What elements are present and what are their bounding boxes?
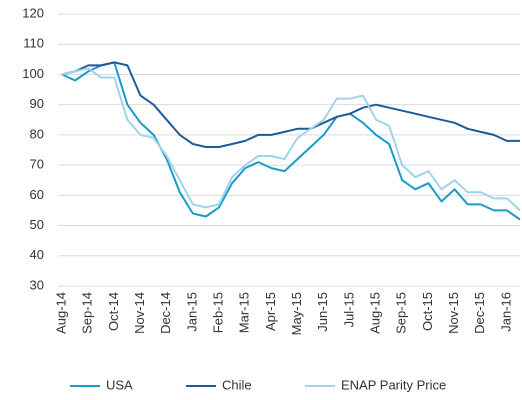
legend-label: USA bbox=[106, 377, 133, 392]
x-tick-label: Jan-16 bbox=[498, 292, 513, 332]
y-tick-label: 90 bbox=[30, 96, 44, 111]
y-tick-label: 120 bbox=[22, 5, 44, 20]
x-tick-label: Aug-14 bbox=[53, 292, 68, 334]
line-series bbox=[61, 67, 521, 212]
y-tick-label: 80 bbox=[30, 126, 44, 141]
x-tick-label: Jan-15 bbox=[184, 292, 199, 332]
y-tick-label: 50 bbox=[30, 217, 44, 232]
x-tick-label: Jul-15 bbox=[341, 292, 356, 327]
x-tick-label: Sep-14 bbox=[80, 292, 95, 334]
x-tick-label: Jun-15 bbox=[315, 292, 330, 332]
legend-label: Chile bbox=[222, 377, 252, 392]
x-tick-label: Feb-15 bbox=[210, 292, 225, 333]
x-tick-label: Sep-15 bbox=[394, 292, 409, 334]
x-tick-label: Nov-14 bbox=[132, 292, 147, 334]
x-tick-label: Nov-15 bbox=[446, 292, 461, 334]
x-tick-label: Oct-15 bbox=[420, 292, 435, 331]
x-tick-label: Oct-14 bbox=[106, 292, 121, 331]
x-tick-label: Apr-15 bbox=[263, 292, 278, 331]
y-tick-label: 70 bbox=[30, 157, 44, 172]
x-tick-label: May-15 bbox=[289, 292, 304, 335]
y-tick-label: 40 bbox=[30, 247, 44, 262]
line-series bbox=[61, 61, 520, 148]
legend-label: ENAP Parity Price bbox=[341, 377, 446, 392]
x-tick-label: Dec-14 bbox=[158, 292, 173, 334]
y-tick-label: 30 bbox=[30, 277, 44, 292]
x-tick-label: Dec-15 bbox=[472, 292, 487, 334]
y-tick-label: 100 bbox=[22, 66, 44, 81]
y-tick-label: 110 bbox=[23, 36, 44, 51]
y-tick-label: 60 bbox=[30, 187, 44, 202]
x-tick-label: Aug-15 bbox=[367, 292, 382, 334]
x-tick-label: Mar-15 bbox=[237, 292, 252, 333]
line-series bbox=[61, 61, 521, 221]
